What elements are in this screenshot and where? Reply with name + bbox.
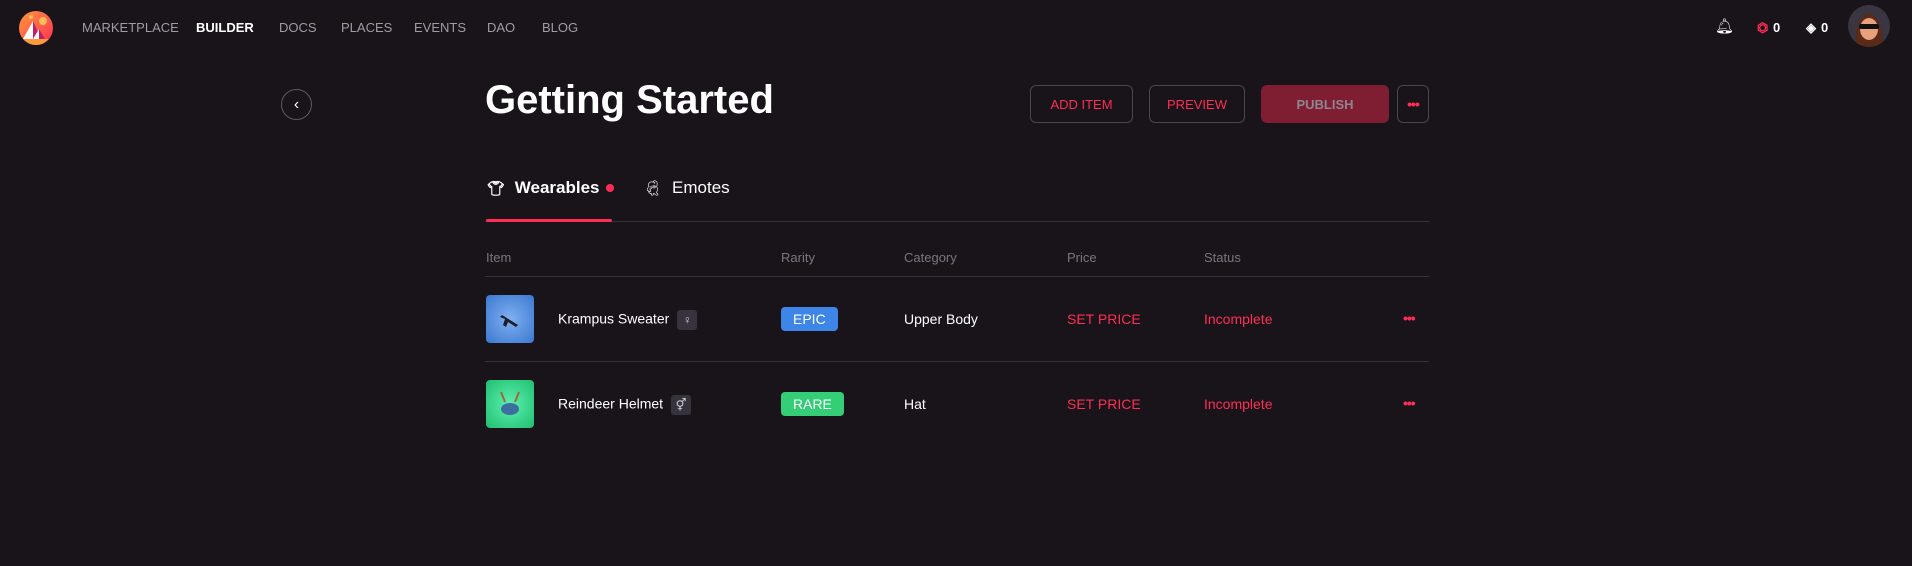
item-name[interactable]: Krampus Sweater ♀ bbox=[558, 310, 698, 330]
item-thumbnail[interactable] bbox=[486, 295, 534, 343]
header-divider bbox=[485, 276, 1429, 277]
tab-wearables[interactable]: 👕︎ Wearables bbox=[487, 178, 614, 198]
tab-label: Wearables bbox=[514, 178, 600, 197]
unisex-icon: ⚥ bbox=[671, 395, 692, 415]
status: Incomplete bbox=[1204, 396, 1273, 412]
column-header-price: Price bbox=[1067, 250, 1097, 265]
preview-button[interactable]: PREVIEW bbox=[1149, 85, 1245, 123]
nav-docs[interactable]: DOCS bbox=[279, 20, 317, 35]
bell-icon[interactable]: 🔔︎ bbox=[1715, 18, 1735, 35]
nav-events[interactable]: EVENTS bbox=[414, 20, 467, 35]
active-tab-indicator bbox=[486, 219, 612, 222]
column-header-item: Item bbox=[486, 250, 512, 265]
female-icon: ♀ bbox=[677, 310, 698, 330]
helmet-icon bbox=[500, 391, 520, 415]
nav-places[interactable]: PLACES bbox=[341, 20, 393, 35]
add-item-button[interactable]: ADD ITEM bbox=[1030, 85, 1133, 123]
diamond-icon: ◈ bbox=[1806, 20, 1816, 35]
page-title: Getting Started bbox=[485, 78, 774, 122]
column-header-category: Category bbox=[904, 250, 957, 265]
tabs-divider bbox=[485, 221, 1429, 222]
nav-blog[interactable]: BLOG bbox=[542, 20, 579, 35]
row-more-button[interactable]: ••• bbox=[1403, 395, 1416, 411]
decentraland-logo[interactable] bbox=[19, 11, 53, 45]
column-header-rarity: Rarity bbox=[781, 250, 815, 265]
tab-label: Emotes bbox=[672, 178, 730, 197]
dance-icon: 🕺︎ bbox=[643, 180, 663, 197]
category: Upper Body bbox=[904, 311, 978, 327]
diamond-balance[interactable]: 0 bbox=[1821, 20, 1829, 35]
sweater-icon bbox=[500, 315, 518, 327]
tab-emotes[interactable]: 🕺︎ Emotes bbox=[643, 178, 730, 198]
nav-builder[interactable]: BUILDER bbox=[196, 20, 254, 35]
nav-dao[interactable]: DAO bbox=[487, 20, 516, 35]
category: Hat bbox=[904, 396, 926, 412]
set-price-link[interactable]: SET PRICE bbox=[1067, 396, 1141, 412]
rarity-badge: RARE bbox=[781, 392, 844, 416]
status: Incomplete bbox=[1204, 311, 1273, 327]
item-thumbnail[interactable] bbox=[486, 380, 534, 428]
row-divider bbox=[485, 361, 1429, 362]
shirt-icon: 👕︎ bbox=[487, 179, 505, 196]
mana-balance[interactable]: 0 bbox=[1773, 20, 1781, 35]
nav-marketplace[interactable]: MARKETPLACE bbox=[82, 20, 179, 35]
publish-button[interactable]: PUBLISH bbox=[1261, 85, 1389, 123]
avatar[interactable] bbox=[1848, 5, 1890, 47]
set-price-link[interactable]: SET PRICE bbox=[1067, 311, 1141, 327]
row-more-button[interactable]: ••• bbox=[1403, 310, 1416, 326]
chevron-left-icon: ‹ bbox=[293, 95, 300, 113]
notification-dot bbox=[605, 184, 614, 192]
back-button[interactable]: ‹ bbox=[281, 89, 312, 120]
rarity-badge: EPIC bbox=[781, 307, 838, 331]
column-header-status: Status bbox=[1204, 250, 1241, 265]
item-name[interactable]: Reindeer Helmet ⚥ bbox=[558, 395, 692, 415]
more-options-button[interactable]: ••• bbox=[1397, 85, 1429, 123]
mana-icon: ⏣ bbox=[1757, 20, 1769, 35]
